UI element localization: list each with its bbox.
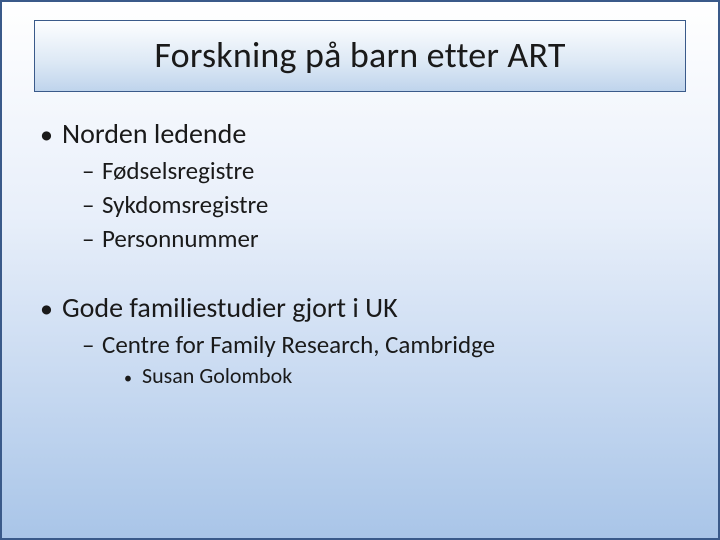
- slide: Forskning på barn etter ART • Norden led…: [0, 0, 720, 540]
- bullet-text: Centre for Family Research, Cambridge: [102, 329, 495, 360]
- bullet-marker-l2: –: [82, 189, 102, 220]
- bullet-text: Personnummer: [102, 223, 259, 254]
- bullet-level3: • Susan Golombok: [124, 362, 680, 390]
- bullet-text: Norden ledende: [62, 116, 246, 151]
- bullet-text: Susan Golombok: [142, 362, 292, 389]
- bullet-text: Fødselsregistre: [102, 155, 254, 186]
- bullet-text: Gode familiestudier gjort i UK: [62, 290, 398, 325]
- slide-content: • Norden ledende – Fødselsregistre – Syk…: [2, 102, 718, 390]
- bullet-level2: – Centre for Family Research, Cambridge: [82, 329, 680, 360]
- bullet-level1: • Norden ledende: [40, 116, 680, 151]
- bullet-marker-l2: –: [82, 155, 102, 186]
- bullet-marker-l1: •: [40, 295, 62, 321]
- bullet-text: Sykdomsregistre: [102, 189, 268, 220]
- bullet-marker-l2: –: [82, 329, 102, 360]
- bullet-level1: • Gode familiestudier gjort i UK: [40, 290, 680, 325]
- bullet-level2: – Personnummer: [82, 223, 680, 254]
- bullet-marker-l2: –: [82, 223, 102, 254]
- bullet-level2: – Sykdomsregistre: [82, 189, 680, 220]
- spacer: [40, 256, 680, 284]
- bullet-marker-l1: •: [40, 121, 62, 147]
- title-box: Forskning på barn etter ART: [34, 20, 686, 92]
- slide-title: Forskning på barn etter ART: [45, 33, 675, 77]
- bullet-level2: – Fødselsregistre: [82, 155, 680, 186]
- bullet-marker-l3: •: [124, 369, 142, 390]
